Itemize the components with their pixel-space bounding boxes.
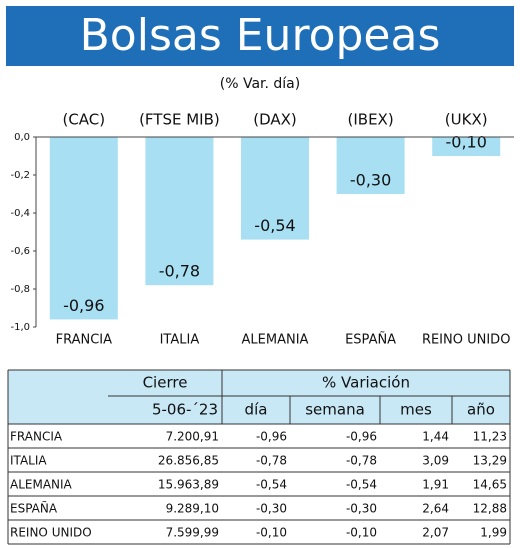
bar (49, 137, 118, 320)
row-label: ESPAÑA (10, 501, 58, 516)
bar (241, 137, 309, 240)
table-cell: 3,09 (422, 454, 449, 468)
value-label: -0,96 (63, 296, 104, 315)
value-label: -0,10 (445, 133, 486, 152)
chart-subtitle: (% Var. día) (220, 76, 300, 92)
table-cell: -0,30 (346, 502, 377, 516)
table-subheader: año (467, 401, 495, 419)
table-cell: 13,29 (473, 454, 507, 468)
title-banner (6, 6, 514, 66)
table-cell: -0,10 (346, 526, 377, 540)
table-cell: 1,99 (480, 526, 507, 540)
table-cell: -0,54 (346, 478, 377, 492)
y-tick-label: -0,2 (10, 170, 30, 181)
table-header: % Variación (322, 374, 410, 392)
table-cell: -0,10 (256, 526, 287, 540)
value-label: -0,78 (159, 262, 200, 281)
table-subheader: semana (305, 401, 365, 419)
index-name: (FTSE MIB) (139, 111, 220, 129)
table-cell: -0,54 (256, 478, 287, 492)
row-label: ALEMANIA (10, 478, 73, 492)
index-name: (UKX) (445, 111, 488, 129)
y-tick-label: -1,0 (10, 322, 30, 333)
index-name: (DAX) (253, 111, 297, 129)
y-tick-label: 0,0 (14, 132, 30, 143)
table-cell: 7.599,99 (166, 526, 219, 540)
table-cell: 9.289,10 (166, 502, 219, 516)
x-tick-label: REINO UNIDO (422, 333, 511, 348)
table-cell: 11,23 (473, 430, 507, 444)
value-label: -0,54 (254, 216, 295, 235)
table-cell: -0,96 (346, 430, 377, 444)
y-tick-label: -0,4 (10, 208, 30, 219)
row-label: REINO UNIDO (10, 526, 92, 540)
table-header-bg (8, 370, 510, 424)
table-cell: 2,64 (422, 502, 449, 516)
row-label: FRANCIA (10, 430, 63, 444)
table-cell: -0,78 (346, 454, 377, 468)
table-cell: 15.963,89 (158, 478, 219, 492)
table-cell: 1,91 (422, 478, 449, 492)
table-subheader: día (245, 401, 268, 419)
y-tick-label: -0,6 (10, 246, 30, 257)
value-label: -0,30 (350, 171, 391, 190)
table-cell: 7.200,91 (166, 430, 219, 444)
table-cell: 12,88 (473, 502, 507, 516)
table-cell: -0,30 (256, 502, 287, 516)
index-name: (IBEX) (348, 111, 394, 129)
y-tick-label: -0,8 (10, 284, 30, 295)
table-subheader: mes (400, 401, 432, 419)
bar (336, 137, 405, 194)
table-cell: 14,65 (473, 478, 507, 492)
table-header: Cierre (143, 374, 188, 392)
index-name: (CAC) (62, 111, 105, 129)
table-cell: -0,78 (256, 454, 287, 468)
table-cell: -0,96 (256, 430, 287, 444)
row-label: ITALIA (10, 454, 47, 468)
chart-title: Bolsas Europeas (80, 10, 441, 61)
x-tick-label: ALEMANIA (242, 333, 309, 348)
table-cell: 2,07 (422, 526, 449, 540)
x-tick-label: ESPAÑA (345, 332, 396, 348)
x-tick-label: FRANCIA (56, 333, 113, 348)
table-subheader: 5-06-´23 (152, 401, 218, 419)
table-cell: 1,44 (422, 430, 449, 444)
bar (145, 137, 214, 286)
bar (432, 137, 501, 156)
x-tick-label: ITALIA (160, 333, 200, 348)
table-cell: 26.856,85 (158, 454, 219, 468)
